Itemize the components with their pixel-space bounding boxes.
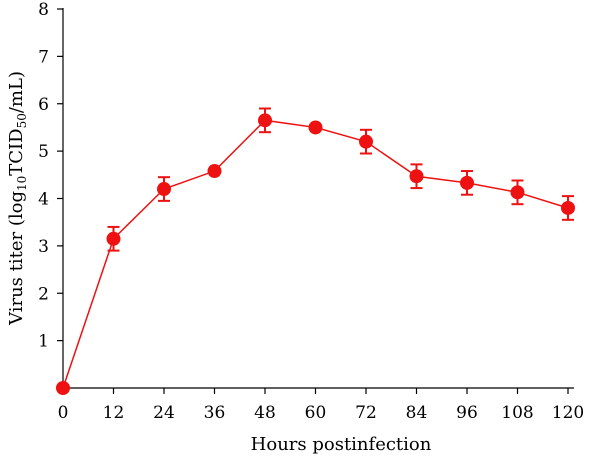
y-tick-label: 4 (38, 190, 49, 210)
y-axis-title-sub1: 10 (15, 176, 29, 191)
data-point (258, 113, 272, 128)
x-tick-label: 0 (58, 403, 69, 423)
y-tick-label: 3 (38, 237, 49, 257)
x-tick-label: 24 (153, 403, 175, 423)
x-tick-label: 60 (305, 403, 327, 423)
y-tick-label: 2 (38, 284, 49, 304)
y-tick-label: 7 (38, 47, 49, 67)
series-line (62, 119, 569, 389)
x-tick-label: 36 (204, 403, 226, 423)
data-point (510, 185, 525, 200)
data-point (106, 231, 121, 246)
y-tick-label: 1 (38, 332, 49, 352)
data-point (56, 381, 70, 395)
y-tick-label: 8 (38, 0, 49, 20)
data-point (460, 175, 474, 190)
x-tick-label: 96 (456, 403, 478, 423)
y-tick-label: 6 (38, 95, 49, 115)
data-point (157, 182, 171, 197)
x-tick-label: 72 (355, 403, 377, 423)
data-point (409, 169, 424, 184)
y-axis-title-suffix: /mL) (6, 71, 27, 113)
x-tick-label: 108 (501, 403, 533, 423)
x-tick-label: 12 (103, 403, 125, 423)
x-tick-label: 84 (406, 403, 428, 423)
y-tick-label: 5 (38, 142, 49, 162)
x-tick-label: 120 (552, 403, 584, 423)
y-axis-title-mid: TCID (6, 128, 27, 175)
y-axis-title-prefix: Virus titer (log (6, 191, 27, 326)
data-point (207, 164, 222, 179)
plot-area (56, 107, 575, 395)
x-tick-label: 48 (254, 403, 276, 423)
x-axis-title: Hours postinfection (251, 434, 432, 455)
y-axis-title-sub2: 50 (15, 113, 29, 128)
y-axis-title: Virus titer (log10TCID50/mL) (6, 71, 29, 326)
data-point (308, 120, 323, 135)
data-point (561, 200, 575, 215)
data-point (359, 134, 373, 149)
